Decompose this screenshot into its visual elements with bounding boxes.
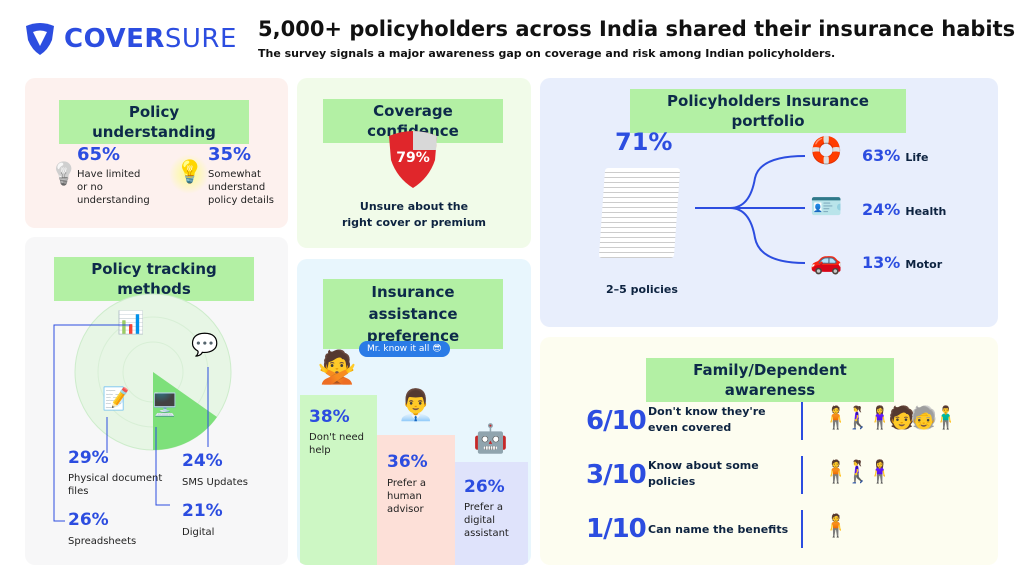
portfolio-value: 71% (615, 128, 673, 156)
stat-label: SMS Updates (182, 477, 248, 488)
shield-logo-icon (26, 23, 54, 55)
logo: COVERSURE (24, 22, 237, 56)
divider (801, 456, 803, 494)
id-card-icon: 🪪 (810, 192, 843, 222)
lightbulb-on-icon: 💡 (176, 160, 204, 185)
car-icon: 🚗 (810, 246, 843, 276)
shield-value: 79% (396, 150, 430, 166)
stat-label: Physical document files (68, 473, 163, 497)
stat-label: Prefer a digital assistant (464, 502, 509, 539)
title-line: preference (366, 327, 460, 345)
paper-stack-icon (598, 168, 681, 258)
stat-label: Spreadsheets (68, 536, 137, 547)
portfolio-item: 63% Life (862, 146, 928, 165)
person-icon: 🧓 (910, 406, 938, 431)
ratio-value: 1/10 (586, 514, 647, 544)
stat-label: Digital (182, 527, 215, 538)
ratio-value: 3/10 (586, 460, 647, 490)
divider (801, 510, 803, 548)
item-value: 63% (862, 146, 901, 165)
person-icon: 🚶‍♀️ (844, 406, 872, 431)
ratio-value: 6/10 (586, 406, 647, 436)
glow (169, 154, 209, 194)
person-icon: 🧍‍♂️ (932, 406, 960, 431)
ratio-label: Can name the benefits (648, 523, 789, 536)
stat-value: 29% (68, 448, 109, 468)
brand-light: SURE (164, 24, 237, 54)
portfolio-item: 24% Health (862, 200, 946, 219)
bar-human-advisor (377, 435, 455, 565)
bar-digital-assistant (455, 462, 528, 565)
family-row: 3/10 Know about some policies 🧍 🚶‍♀️ 🧍‍♀️ (540, 454, 998, 498)
item-value: 24% (862, 200, 901, 219)
robot-icon: 🤖 (473, 422, 508, 455)
title-line: Insurance assistance (368, 283, 458, 323)
bar-dont-need-help (300, 395, 377, 565)
person-icon: 🧍 (822, 514, 850, 539)
card-title: Family/Dependent awareness (646, 358, 894, 402)
person-icon: 🧍 (822, 406, 850, 431)
ratio-label: Don't know they're even covered (648, 405, 766, 434)
family-card: Family/Dependent awareness 6/10 Don't kn… (540, 337, 998, 565)
page-subtitle: The survey signals a major awareness gap… (258, 47, 836, 60)
stat-value: 26% (464, 477, 505, 497)
radar-pie (74, 293, 232, 451)
stat-value: 65% (77, 144, 121, 165)
stat-value: 26% (68, 510, 109, 530)
assistance-card: Insurance assistance preference Mr. know … (297, 259, 531, 565)
page-title: 5,000+ policyholders across India shared… (258, 17, 1016, 41)
stat-label: Unsure about the (359, 200, 469, 213)
shield-icon (389, 131, 437, 188)
tracking-card: Policy tracking methods 📊 💬 📝 🖥️ 29% Phy… (25, 237, 288, 565)
stat-label: right cover or premium (341, 216, 487, 229)
computer-icon: 🖥️ (151, 393, 179, 418)
family-row: 6/10 Don't know they're even covered 🧍 🚶‍… (540, 400, 998, 444)
item-label: Health (905, 205, 947, 218)
person-icon: 🧍‍♀️ (866, 460, 894, 485)
card-title: Policy tracking methods (54, 257, 254, 301)
stat-label: Don't need help (309, 432, 364, 456)
connector-lines (53, 324, 209, 522)
stat-label: Have limited or no understanding (77, 169, 150, 206)
policy-understanding-card: Policy understanding 💡 65% Have limited … (25, 78, 288, 228)
card-title: Policy understanding (59, 100, 249, 144)
card-title: Insurance assistance preference (323, 279, 503, 349)
person-icon: 🧍‍♀️ (866, 406, 894, 431)
speech-bubble: Mr. know it all 😎 (359, 341, 450, 357)
item-label: Life (905, 151, 929, 164)
family-row: 1/10 Can name the benefits 🧍 (540, 508, 998, 552)
person-icon: 🧍 (822, 460, 850, 485)
card-title: Coverage confidence (323, 99, 503, 143)
brand-bold: COVER (64, 24, 165, 54)
stat-value: 35% (208, 144, 252, 165)
card-title: Policyholders Insurance portfolio (630, 89, 906, 133)
stat-label: Prefer a human advisor (387, 478, 426, 515)
lightbulb-off-icon: 💡 (50, 162, 78, 187)
stat-label: Somewhat understand policy details (208, 169, 274, 206)
man-advisor-icon: 👨‍💼 (397, 388, 435, 423)
coverage-confidence-card: Coverage confidence 79% Unsure about the… (297, 78, 531, 248)
stat-value: 36% (387, 452, 428, 472)
stat-value: 38% (309, 407, 350, 427)
portfolio-label: 2–5 policies (606, 283, 678, 296)
ratio-label: Know about some policies (648, 459, 759, 488)
chat-bubble-icon: 💬 (191, 333, 219, 358)
portfolio-item: 13% Motor (862, 253, 942, 272)
portfolio-card: Policyholders Insurance portfolio 71% 2–… (540, 78, 998, 327)
item-label: Motor (905, 258, 943, 271)
stat-value: 24% (182, 451, 223, 471)
branch-lines (695, 155, 806, 264)
item-value: 13% (862, 253, 901, 272)
document-icon: 📝 (102, 387, 130, 412)
person-icon: 🧑 (888, 406, 916, 431)
divider (801, 402, 803, 440)
person-icon: 🚶‍♀️ (844, 460, 872, 485)
lifebuoy-icon: 🛟 (810, 136, 843, 166)
spreadsheet-icon: 📊 (117, 311, 145, 336)
person-crossed-arms-icon: 🙅 (317, 348, 357, 386)
stat-value: 21% (182, 501, 223, 521)
